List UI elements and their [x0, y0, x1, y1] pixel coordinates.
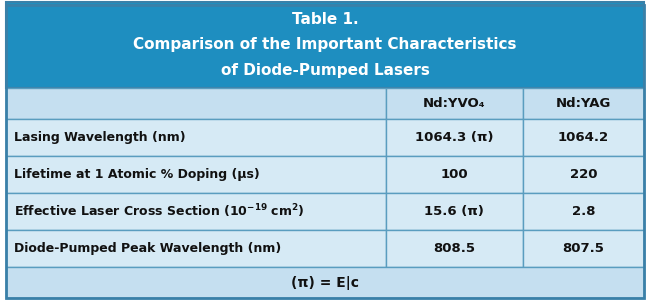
Bar [385, 230, 523, 267]
Bar [6, 193, 385, 230]
Text: 1064.3 (π): 1064.3 (π) [415, 131, 493, 144]
Bar [523, 88, 644, 119]
Bar [523, 193, 644, 230]
Text: Lasing Wavelength (nm): Lasing Wavelength (nm) [14, 131, 186, 144]
Bar [6, 156, 385, 193]
Bar [523, 119, 644, 156]
Text: 1064.2: 1064.2 [558, 131, 609, 144]
Text: Nd:YAG: Nd:YAG [556, 97, 611, 110]
Text: 808.5: 808.5 [433, 242, 475, 255]
Bar [385, 119, 523, 156]
Text: Nd:YVO₄: Nd:YVO₄ [423, 97, 486, 110]
Bar [6, 119, 385, 156]
Bar [385, 156, 523, 193]
Text: 2.8: 2.8 [571, 205, 595, 218]
Bar [523, 156, 644, 193]
Bar [523, 230, 644, 267]
Bar [385, 88, 523, 119]
Bar [385, 193, 523, 230]
Text: (π) = E|c: (π) = E|c [291, 275, 359, 289]
Text: of Diode-Pumped Lasers: of Diode-Pumped Lasers [220, 63, 430, 78]
Text: 807.5: 807.5 [562, 242, 604, 255]
Text: Comparison of the Important Characteristics: Comparison of the Important Characterist… [133, 38, 517, 52]
Bar [6, 230, 385, 267]
Bar [6, 267, 644, 298]
Bar [6, 88, 385, 119]
Text: Effective Laser Cross Section ($\mathbf{10^{-19}}$ $\mathbf{cm^2}$): Effective Laser Cross Section ($\mathbf{… [14, 203, 305, 220]
Text: Lifetime at 1 Atomic % Doping (μs): Lifetime at 1 Atomic % Doping (μs) [14, 168, 260, 181]
Text: 15.6 (π): 15.6 (π) [424, 205, 484, 218]
Text: Table 1.: Table 1. [292, 12, 358, 27]
Bar [6, 2, 644, 88]
Text: 100: 100 [441, 168, 468, 181]
Text: Diode-Pumped Peak Wavelength (nm): Diode-Pumped Peak Wavelength (nm) [14, 242, 281, 255]
Text: 220: 220 [569, 168, 597, 181]
